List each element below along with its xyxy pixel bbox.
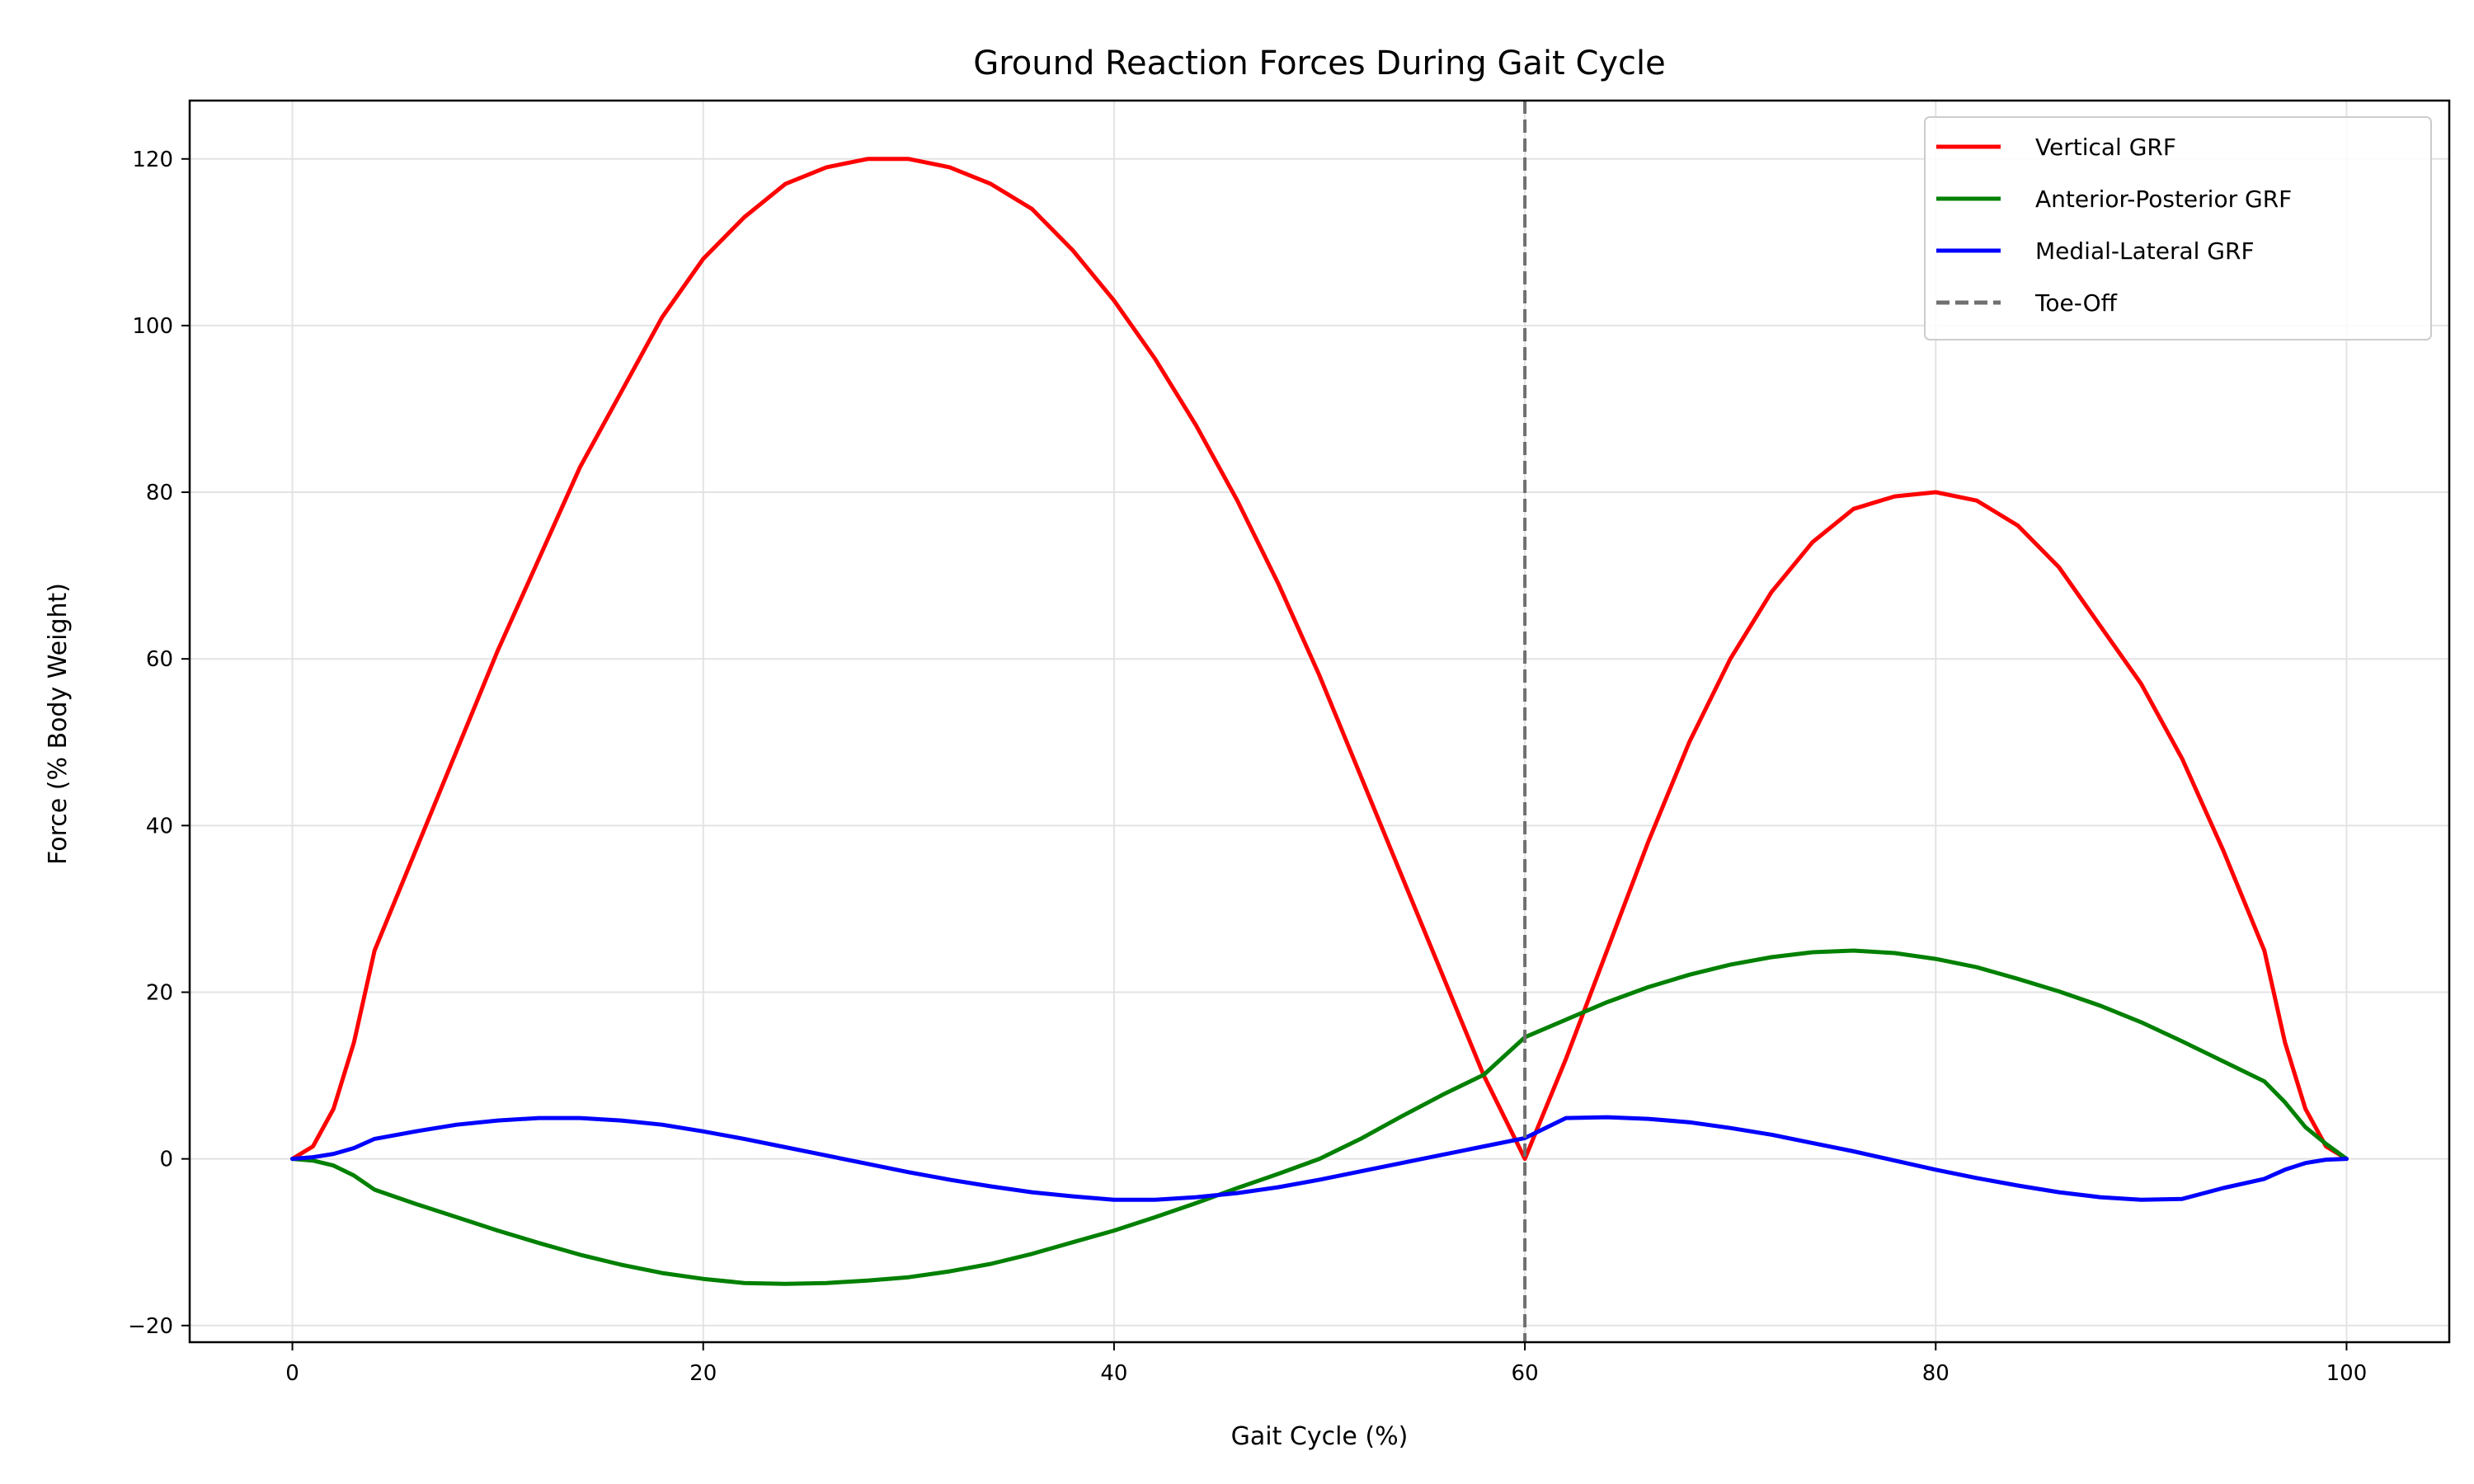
y-tick-label: −20 <box>128 1314 173 1339</box>
legend-label-anterior-posterior-grf: Anterior-Posterior GRF <box>2035 186 2292 213</box>
legend: Vertical GRF Anterior-Posterior GRF Medial… <box>1924 116 2432 340</box>
y-tick-label: 100 <box>132 314 173 339</box>
axis-ticks: 0 20 40 60 80 100 −20 0 20 40 60 80 100 120 <box>128 148 2367 1386</box>
grid <box>190 101 2449 1342</box>
plot-frame <box>188 99 2451 1344</box>
y-tick-label: 120 <box>132 148 173 172</box>
legend-label-vertical-grf: Vertical GRF <box>2035 134 2176 161</box>
legend-label-medial-lateral-grf: Medial-Lateral GRF <box>2035 237 2255 265</box>
x-tick-label: 100 <box>2326 1361 2368 1386</box>
y-axis-label: Force (% Body Weight) <box>44 583 73 865</box>
x-tick-label: 20 <box>689 1361 717 1386</box>
y-tick-label: 0 <box>159 1148 173 1172</box>
series-line-medial-lateral-grf <box>290 1115 2349 1202</box>
y-tick-label: 40 <box>146 814 173 838</box>
x-tick-label: 60 <box>1512 1361 1539 1386</box>
legend-label-toe-off: Toe-Off <box>2034 289 2118 317</box>
series-line-vertical-grf <box>290 157 2349 1162</box>
y-tick-label: 60 <box>146 647 173 672</box>
x-tick-label: 0 <box>285 1361 299 1386</box>
y-tick-label: 80 <box>146 481 173 505</box>
chart-title: Ground Reaction Forces During Gait Cycle <box>973 45 1666 82</box>
x-tick-label: 40 <box>1100 1361 1127 1386</box>
y-tick-label: 20 <box>146 980 173 1005</box>
legend-box <box>1924 116 2432 340</box>
series-line-anterior-posterior-grf <box>290 948 2349 1286</box>
series-layer <box>290 157 2349 1286</box>
x-tick-label: 80 <box>1922 1361 1950 1386</box>
x-axis-label: Gait Cycle (%) <box>1231 1422 1409 1451</box>
